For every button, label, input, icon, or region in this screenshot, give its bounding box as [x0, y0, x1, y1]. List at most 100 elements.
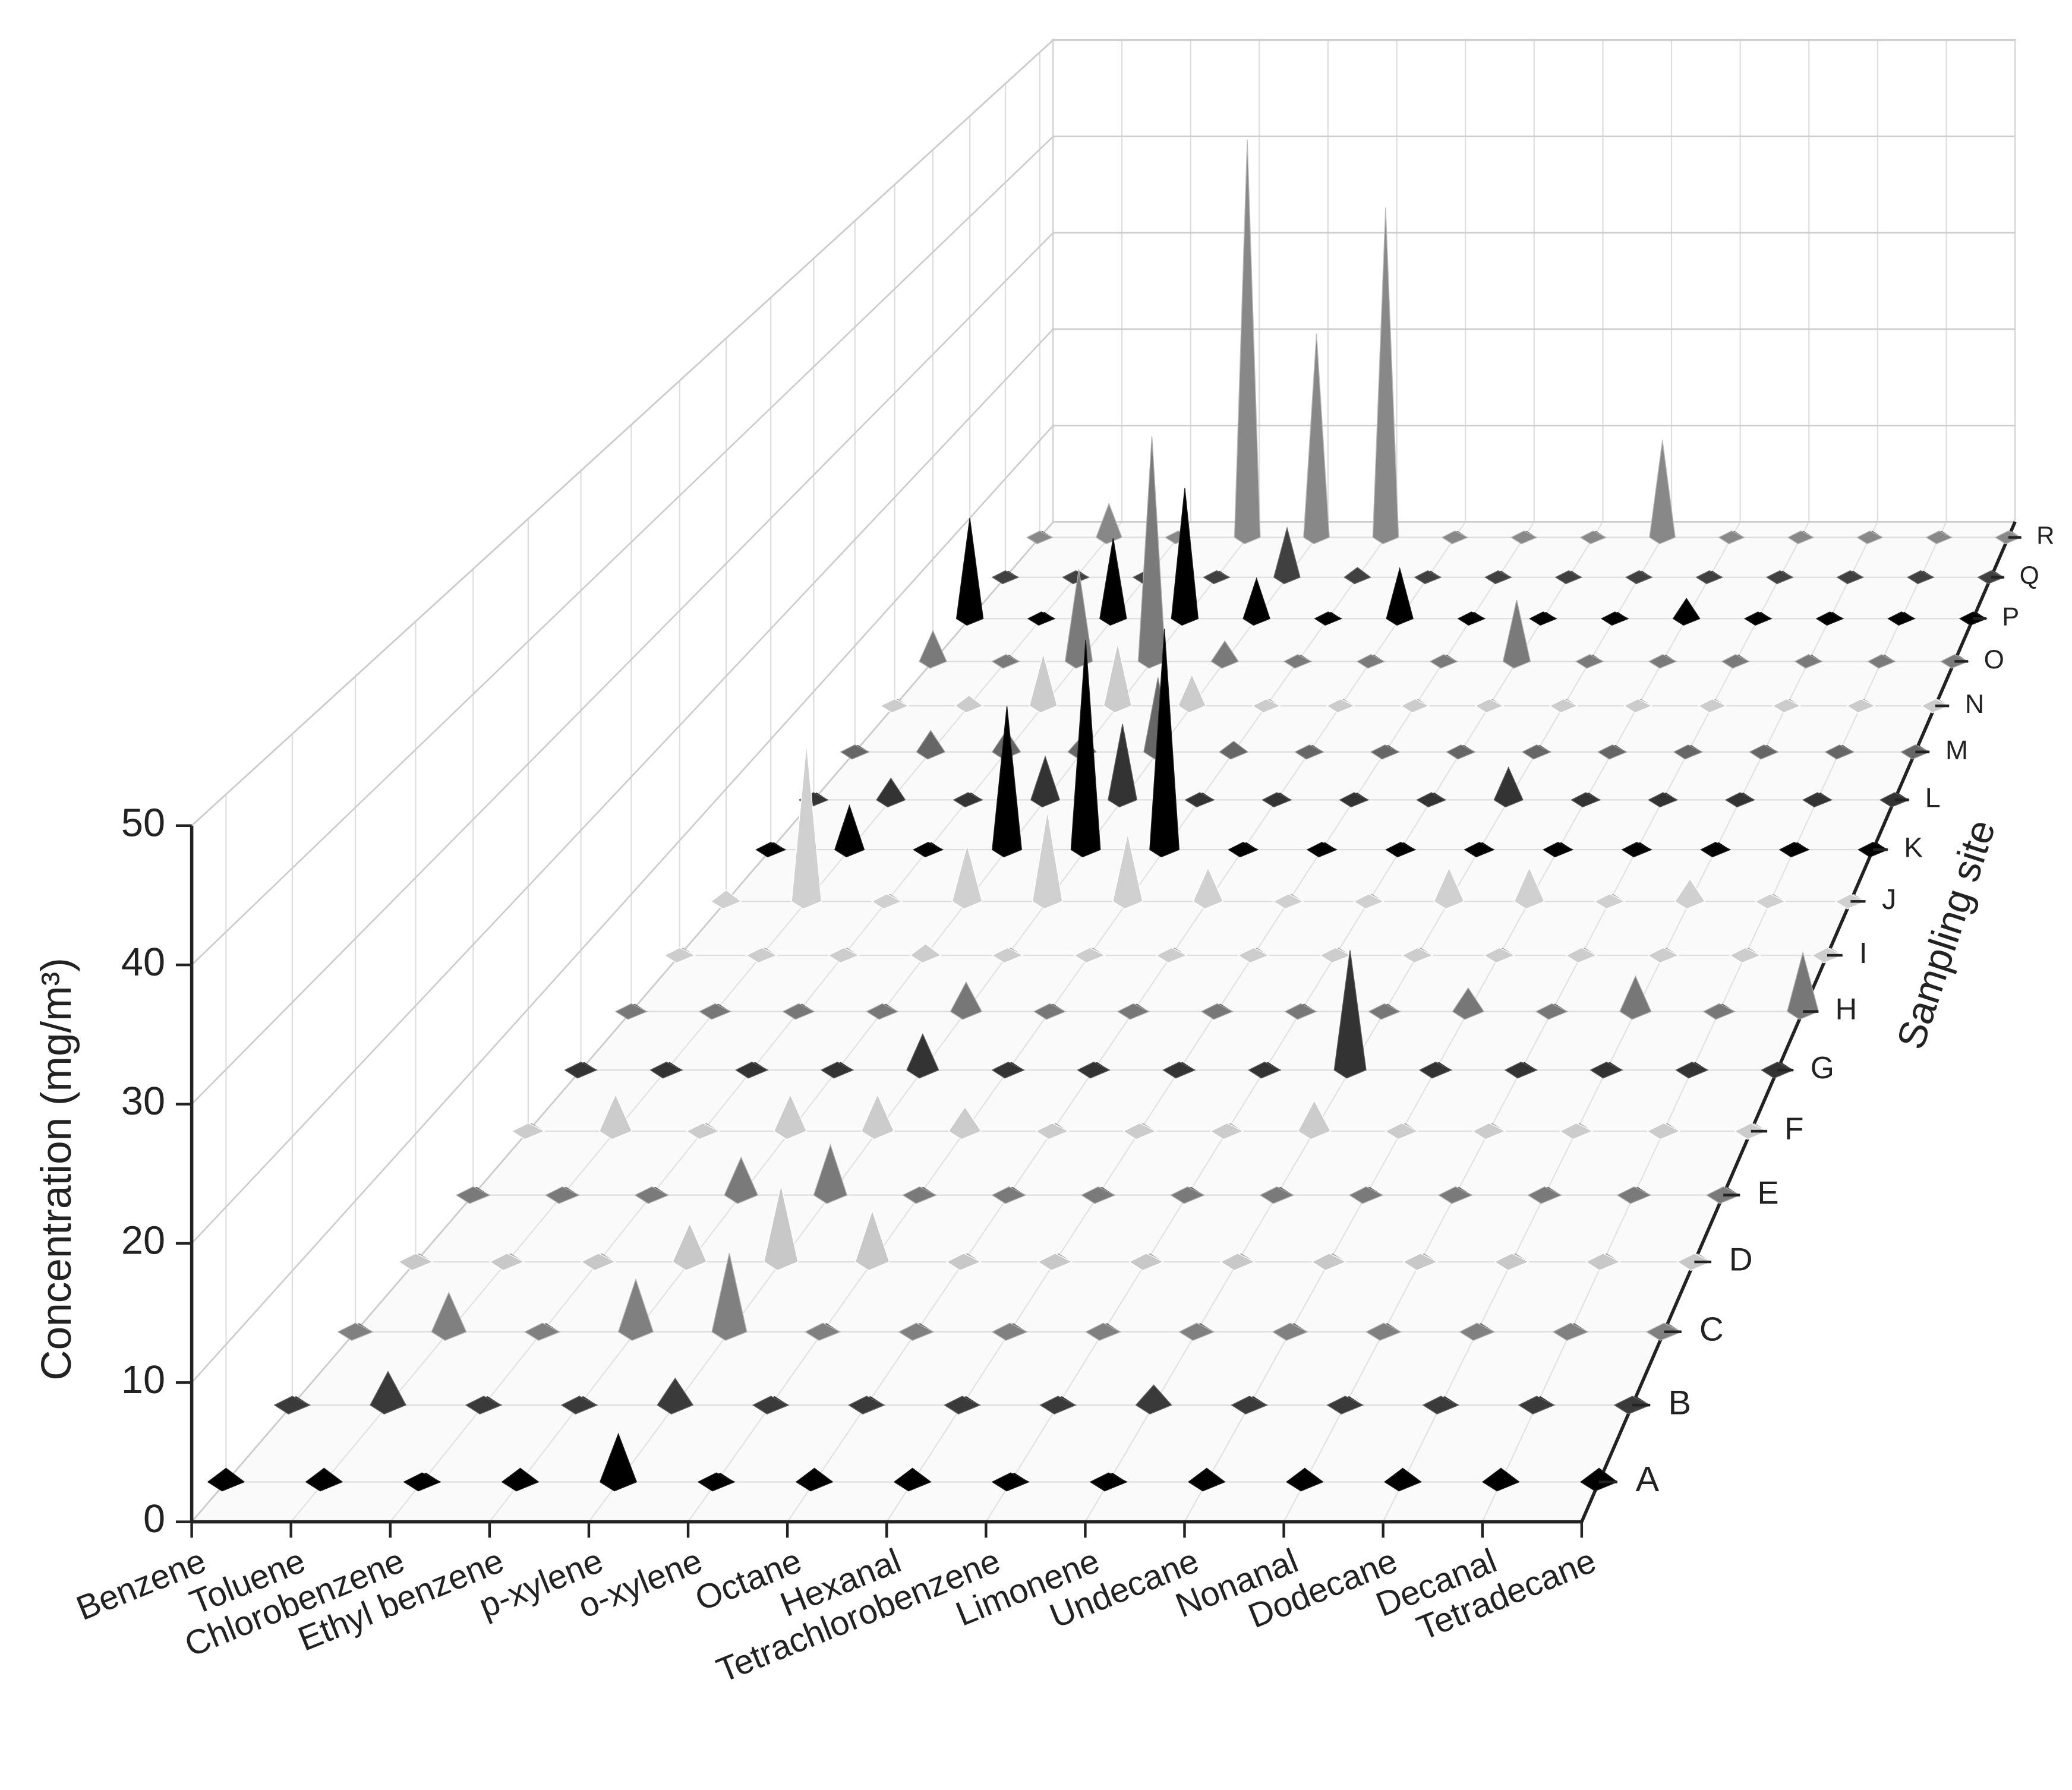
cone-back — [1037, 1253, 1072, 1262]
cone — [598, 1093, 633, 1140]
cone — [1386, 566, 1414, 626]
cone — [1559, 1122, 1594, 1140]
cone — [866, 1003, 899, 1020]
cone-back — [992, 1323, 1027, 1332]
cone — [1117, 1003, 1150, 1020]
cone-back — [1354, 894, 1384, 902]
cone — [207, 1467, 245, 1492]
cone — [1029, 652, 1058, 714]
cone — [1457, 611, 1486, 626]
cone-back — [1816, 611, 1843, 619]
cone — [1437, 1186, 1473, 1204]
cone — [1459, 1322, 1496, 1341]
cone — [1433, 866, 1465, 910]
cone — [697, 1472, 736, 1492]
cone — [1294, 744, 1324, 760]
cone — [782, 1003, 815, 1020]
cone — [698, 1003, 732, 1020]
y-tick-label: F — [1784, 1112, 1803, 1147]
y-tick-label: Q — [2020, 561, 2039, 589]
cone — [686, 1122, 720, 1140]
cone-back — [1081, 1186, 1115, 1195]
cone-back — [1836, 894, 1866, 902]
cone-back — [1528, 1186, 1562, 1195]
grid-line — [191, 135, 2016, 966]
cone — [1122, 1122, 1157, 1140]
cone — [944, 1396, 982, 1415]
cone — [991, 570, 1020, 585]
cone — [1527, 1186, 1563, 1204]
cone-back — [947, 1253, 981, 1262]
cone — [1370, 744, 1401, 760]
cone — [1718, 530, 1746, 545]
cone — [1155, 947, 1188, 964]
cone-back — [466, 1396, 502, 1406]
cone — [337, 1322, 374, 1341]
cone — [1824, 744, 1855, 760]
cone — [1570, 792, 1601, 808]
cone — [1103, 643, 1133, 714]
cone — [1251, 698, 1282, 714]
cone-back — [1349, 1186, 1383, 1195]
cone-back — [1624, 699, 1652, 706]
cone-back — [1707, 1186, 1740, 1195]
cone-back — [1576, 654, 1604, 662]
cone — [1619, 975, 1652, 1020]
cone — [1649, 440, 1676, 545]
y-axis — [1580, 521, 2017, 1523]
cone — [1675, 1062, 1709, 1079]
cone-back — [1614, 1396, 1651, 1406]
cone — [909, 943, 942, 964]
cone-back — [1366, 1323, 1401, 1332]
cone — [1231, 1396, 1269, 1415]
z-tick-label: 30 — [121, 1079, 165, 1123]
floor-column-line — [985, 521, 1604, 1523]
cone — [991, 1472, 1030, 1492]
cone-back — [1701, 842, 1730, 850]
cone — [1416, 792, 1447, 808]
cone-back — [699, 1003, 731, 1012]
cone — [898, 1322, 935, 1341]
cone — [560, 1396, 598, 1415]
cone — [1675, 1062, 1709, 1079]
y-tick-label: L — [1925, 782, 1941, 813]
cone — [672, 1222, 708, 1271]
cone — [1700, 842, 1732, 858]
cone — [1242, 577, 1270, 626]
cone — [1616, 1186, 1652, 1204]
cone — [1089, 1472, 1128, 1492]
cone-back — [1040, 1396, 1076, 1406]
cone — [489, 1253, 525, 1271]
cone — [1103, 643, 1133, 714]
z-tick-label: 20 — [121, 1218, 165, 1262]
cone — [455, 1186, 491, 1204]
cone-back — [1773, 699, 1801, 706]
cone-back — [1320, 948, 1351, 956]
cone — [876, 777, 906, 808]
cone-back — [490, 1253, 524, 1262]
cone — [1772, 698, 1802, 714]
cone-back — [1260, 1186, 1294, 1195]
cone — [879, 698, 910, 714]
cone — [1210, 640, 1240, 669]
cone — [1117, 1003, 1150, 1020]
cone — [1600, 611, 1629, 626]
cone — [403, 1472, 441, 1492]
cone — [1802, 792, 1833, 808]
cone — [1037, 1253, 1073, 1271]
cone — [1743, 611, 1773, 626]
cone-back — [1262, 793, 1292, 800]
cone — [1080, 1186, 1116, 1204]
cone-back — [1594, 894, 1625, 902]
cone-back — [1553, 1323, 1588, 1332]
cone — [1027, 611, 1056, 626]
cone — [1621, 842, 1652, 858]
cone-back — [525, 1323, 560, 1332]
cone-back — [1677, 1253, 1711, 1262]
cone-back — [1295, 744, 1324, 752]
cone — [813, 1144, 848, 1204]
cone — [854, 1209, 890, 1271]
cone — [795, 1467, 834, 1492]
cone-back — [1118, 1003, 1149, 1012]
cone — [991, 654, 1021, 669]
